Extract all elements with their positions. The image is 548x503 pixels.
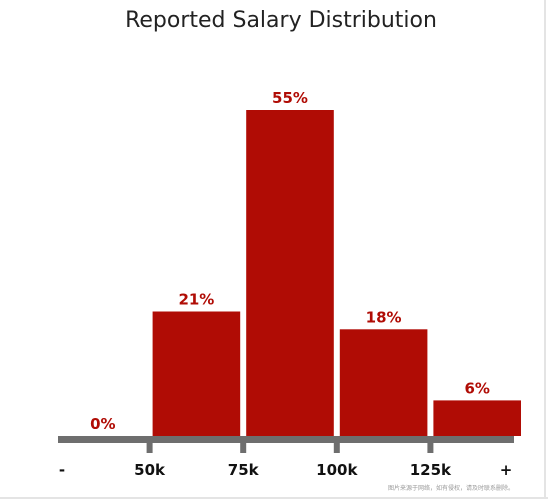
tick-label-4: 125k bbox=[410, 461, 452, 479]
frame-right-border bbox=[544, 0, 546, 499]
chart-title: Reported Salary Distribution bbox=[125, 8, 437, 33]
frame-bottom-border bbox=[0, 497, 548, 499]
value-label-0: 0% bbox=[90, 415, 115, 433]
value-label-1: 21% bbox=[178, 291, 214, 309]
tick-label-1: 50k bbox=[134, 461, 166, 479]
bars-group bbox=[152, 110, 521, 436]
tick-mark-2 bbox=[240, 443, 247, 453]
tick-mark-1 bbox=[146, 443, 153, 453]
bar-1 bbox=[152, 311, 241, 436]
tick-label-0: - bbox=[59, 461, 65, 479]
value-label-3: 18% bbox=[366, 308, 402, 326]
tick-mark-4 bbox=[427, 443, 434, 453]
value-labels-group: 0% 21% 55% 18% 6% bbox=[90, 89, 490, 433]
bar-4 bbox=[433, 400, 521, 436]
x-axis-line bbox=[58, 436, 514, 443]
ticks-group: - 50k 75k 100k 125k + bbox=[59, 443, 512, 479]
bar-3 bbox=[339, 329, 428, 436]
watermark-text: 图片来源于网络，如有侵权，请及时联系删除。 bbox=[388, 484, 514, 492]
bar-2 bbox=[246, 110, 334, 436]
tick-label-2: 75k bbox=[228, 461, 260, 479]
tick-label-5: + bbox=[500, 461, 513, 479]
tick-mark-3 bbox=[333, 443, 340, 453]
value-label-4: 6% bbox=[464, 379, 489, 397]
value-label-2: 55% bbox=[272, 89, 308, 107]
tick-label-3: 100k bbox=[316, 461, 358, 479]
